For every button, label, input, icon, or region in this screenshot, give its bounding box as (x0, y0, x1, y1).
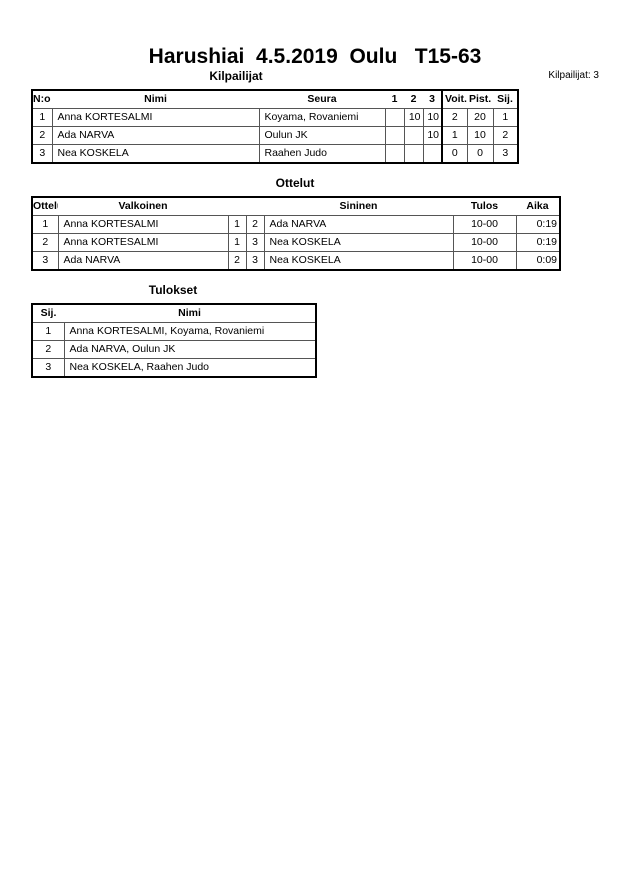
table-cell: 3 (31, 144, 53, 164)
table-cell: 0:19 (515, 215, 561, 234)
column-header: Sij. (40, 307, 57, 319)
table-cell: 2 (441, 108, 468, 127)
table-row: 1 Anna KORTESALMI 1 2 Ada NARVA 10-00 0:19 (31, 215, 561, 234)
table-cell: 3 (31, 358, 65, 378)
table-cell: 1 (31, 215, 59, 234)
table-cell: Ada NARVA (263, 215, 454, 234)
table-cell: 0:19 (515, 233, 561, 252)
table-cell: 3 (245, 233, 265, 252)
competitors-heading: Kilpailijat (209, 69, 263, 83)
table-cell: 10 (403, 108, 424, 127)
table-cell (403, 126, 424, 145)
column-header (228, 197, 246, 216)
table-cell: Anna KORTESALMI (57, 233, 229, 252)
table-cell: Anna KORTESALMI, Koyama, Rovaniemi (63, 322, 317, 341)
table-cell: 20 (466, 108, 494, 127)
table-cell: 10-00 (452, 233, 517, 252)
table-cell: Ada NARVA, Oulun JK (63, 340, 317, 359)
table-cell: 1 (227, 215, 247, 234)
table-cell: Raahen Judo (258, 144, 386, 164)
table-row: 3 Ada NARVA 2 3 Nea KOSKELA 10-00 0:09 (31, 251, 561, 271)
column-header: Seura (307, 93, 337, 105)
table-cell: 3 (492, 144, 519, 164)
table-cell: Nea KOSKELA (263, 233, 454, 252)
column-header: Sij. (497, 93, 513, 105)
table-row: 3 Nea KOSKELA Raahen Judo 0 0 3 (31, 144, 519, 164)
page-title: Harushiai 4.5.2019 Oulu T15-63 (148, 45, 482, 68)
table-cell: Anna KORTESALMI (57, 215, 229, 234)
table-row: 1 Anna KORTESALMI, Koyama, Rovaniemi (31, 322, 317, 341)
column-header: Voit. (441, 90, 467, 109)
competitor-count: Kilpailijat: 3 (548, 70, 599, 81)
table-cell: 1 (31, 108, 53, 127)
table-cell: 2 (31, 126, 53, 145)
table-cell: 10 (422, 108, 443, 127)
column-header (246, 197, 264, 216)
table-cell: Oulun JK (258, 126, 386, 145)
table-row: 2 Ada NARVA, Oulun JK (31, 340, 317, 359)
column-header: Valkoinen (118, 200, 168, 212)
table-cell: Nea KOSKELA (51, 144, 260, 164)
table-cell: Ada NARVA (51, 126, 260, 145)
table-cell (422, 144, 443, 164)
table-row: 2 Anna KORTESALMI 1 3 Nea KOSKELA 10-00 0:19 (31, 233, 561, 252)
table-cell: 3 (245, 251, 265, 271)
matches-heading: Ottelut (275, 176, 315, 190)
table-cell (403, 144, 424, 164)
column-header: Aika (526, 200, 549, 212)
table-row: 2 Ada NARVA Oulun JK 10 1 10 2 (31, 126, 519, 145)
table-row: 1 Anna KORTESALMI Koyama, Rovaniemi 10 10 2 20… (31, 108, 519, 127)
table-cell: 0 (441, 144, 468, 164)
table-cell: 0 (466, 144, 494, 164)
table-cell (384, 108, 405, 127)
table-cell: 1 (227, 233, 247, 252)
table-cell: Nea KOSKELA, Raahen Judo (63, 358, 317, 378)
table-cell: Anna KORTESALMI (51, 108, 260, 127)
table-cell: 10 (422, 126, 443, 145)
column-header: Nimi (178, 307, 201, 319)
table-row: 3 Nea KOSKELA, Raahen Judo (31, 358, 317, 378)
table-cell: Ada NARVA (57, 251, 229, 271)
table-cell: 2 (492, 126, 519, 145)
table-cell: 3 (31, 251, 59, 271)
table-cell: 2 (31, 340, 65, 359)
column-header: 3 (429, 93, 435, 105)
column-header: Tulos (470, 200, 499, 212)
column-header: Sininen (339, 200, 378, 212)
column-header: Nimi (144, 93, 167, 105)
table-cell: 10-00 (452, 251, 517, 271)
competitors-table: N:o Nimi Seura 1 2 3 Voit. Pist. Sij. 1 Anna KORT… (31, 89, 519, 164)
table-cell: 2 (31, 233, 59, 252)
table-cell (384, 144, 405, 164)
table-cell: Koyama, Rovaniemi (258, 108, 386, 127)
column-header: Pist. (469, 93, 492, 105)
table-cell (384, 126, 405, 145)
table-cell: 10-00 (452, 215, 517, 234)
table-cell: 10 (466, 126, 494, 145)
column-header: Ottelu (33, 200, 58, 212)
table-cell: 1 (31, 322, 65, 341)
column-header: 2 (410, 93, 417, 105)
table-cell: 0:09 (515, 251, 561, 271)
table-cell: 2 (227, 251, 247, 271)
column-header: 1 (391, 93, 398, 105)
table-cell: Nea KOSKELA (263, 251, 454, 271)
results-table: Sij. Nimi 1 Anna KORTESALMI, Koyama, Rovan… (31, 303, 317, 378)
table-cell: 1 (441, 126, 468, 145)
column-header: N:o (33, 93, 51, 105)
table-cell: 1 (492, 108, 519, 127)
results-heading: Tulokset (148, 283, 198, 297)
table-cell: 2 (245, 215, 265, 234)
